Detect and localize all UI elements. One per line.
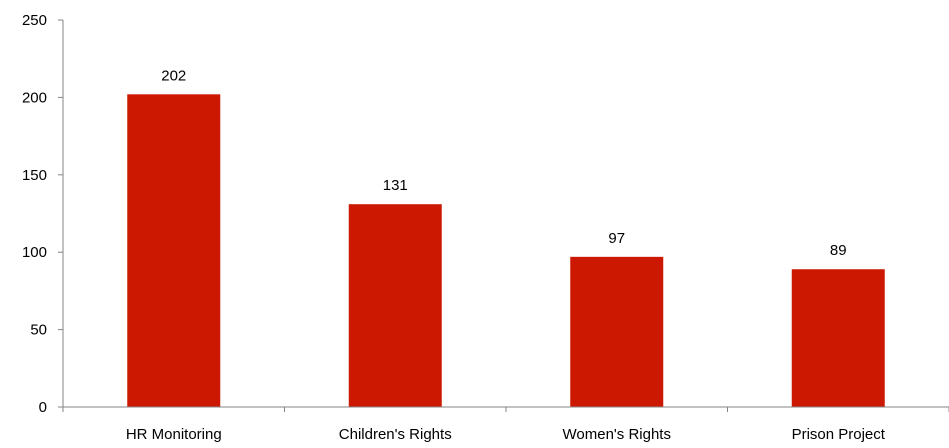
category-label: HR Monitoring xyxy=(126,426,222,443)
data-label: 202 xyxy=(161,67,186,84)
y-tick-label: 250 xyxy=(22,12,47,29)
category-label: Women's Rights xyxy=(563,426,671,443)
bar xyxy=(791,269,885,407)
bar xyxy=(570,256,664,407)
y-tick-label: 0 xyxy=(39,399,47,416)
bar xyxy=(127,94,221,407)
x-axis: HR Monitoring Children's Rights Women's Ri… xyxy=(62,406,949,443)
y-axis: 0 50 100 150 200 250 xyxy=(22,12,64,416)
y-tick-label: 50 xyxy=(30,322,47,339)
bar xyxy=(348,204,442,407)
bars xyxy=(127,94,885,407)
category-label: Children's Rights xyxy=(339,426,452,443)
data-label: 131 xyxy=(383,177,408,194)
data-label: 89 xyxy=(830,242,847,259)
data-label: 97 xyxy=(608,230,625,247)
y-tick-label: 200 xyxy=(22,89,47,106)
y-tick-label: 100 xyxy=(22,244,47,261)
y-tick-label: 150 xyxy=(22,167,47,184)
category-label: Prison Project xyxy=(792,426,886,443)
data-labels: 202 131 97 89 xyxy=(161,67,846,259)
